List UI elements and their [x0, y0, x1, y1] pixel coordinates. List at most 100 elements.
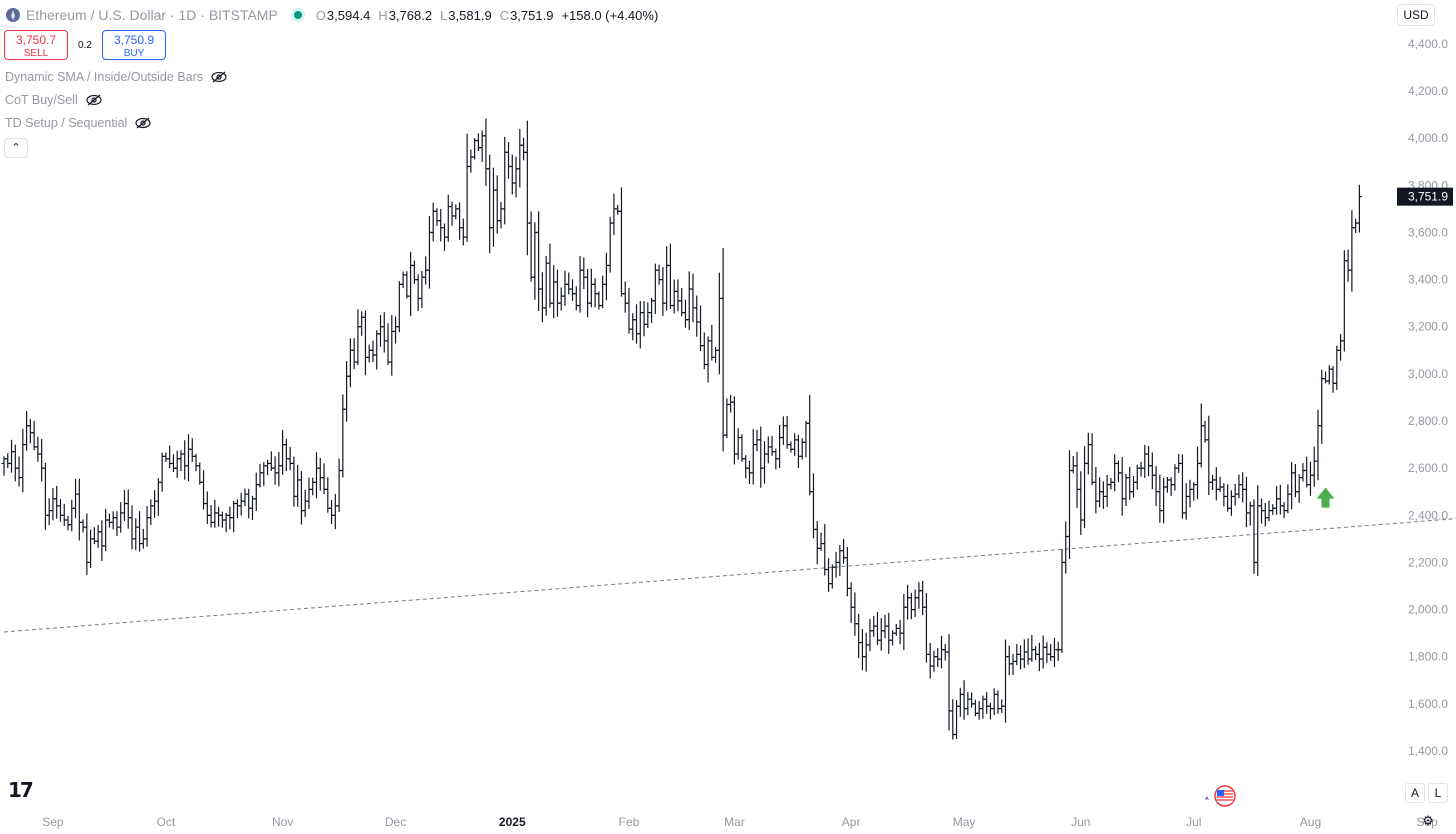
ohlc-bar: [573, 286, 579, 311]
ohlc-bar: [777, 424, 783, 468]
ohlc-bar: [1217, 476, 1223, 492]
ohlc-bar: [765, 436, 771, 464]
ohlc-bar: [1036, 642, 1042, 672]
ohlc-bar: [588, 268, 594, 308]
ohlc-bar: [886, 612, 892, 654]
gear-icon[interactable]: ⚙: [1422, 813, 1434, 828]
ohlc-bar: [652, 263, 658, 314]
x-tick-label: Jul: [1186, 815, 1201, 829]
ohlc-bar: [249, 495, 255, 521]
us-flag-icon[interactable]: [1201, 785, 1241, 807]
ohlc-bar: [965, 692, 971, 716]
ohlc-bar: [110, 511, 116, 530]
ohlc-bar: [381, 311, 387, 353]
ohlc-legend: O3,594.4 H3,768.2 L3,581.9 C3,751.9 +158…: [316, 8, 659, 23]
ohlc-bar: [995, 690, 1001, 714]
auto-scale-button[interactable]: A: [1405, 783, 1425, 803]
symbol-title[interactable]: Ethereum / U.S. Dollar · 1D · BITSTAMP: [26, 7, 278, 23]
ohlc-bar: [686, 271, 692, 330]
ohlc-bar: [159, 452, 165, 492]
x-tick-label: 2025: [499, 815, 526, 829]
ohlc-bar: [1066, 450, 1072, 560]
ohlc-bar: [1304, 456, 1310, 488]
ohlc-bar: [1089, 433, 1095, 486]
sell-button[interactable]: 3,750.7 SELL: [4, 30, 68, 60]
ohlc-bar: [1074, 451, 1080, 508]
ohlc-bar: [366, 344, 372, 363]
ohlc-bar: [1078, 471, 1084, 536]
ohlc-bar: [65, 516, 71, 531]
ohlc-bar: [969, 692, 975, 708]
ohlc-bar: [1108, 477, 1114, 490]
ohlc-bar: [682, 299, 688, 328]
ohlc-bar: [208, 505, 214, 528]
ohlc-bar: [453, 204, 459, 220]
ohlc-bar: [1070, 456, 1076, 474]
ohlc-bar: [1161, 477, 1167, 524]
ohlc-bar: [298, 471, 304, 525]
buy-label: BUY: [123, 48, 145, 59]
x-tick-label: Sep: [1416, 815, 1438, 829]
indicator-td-sequential[interactable]: TD Setup / Sequential: [5, 116, 151, 130]
ohlc-bar: [1210, 474, 1216, 490]
ohlc-bar: [517, 128, 523, 188]
ohlc-bar: [577, 256, 583, 313]
collapse-legend-button[interactable]: ⌃: [4, 138, 28, 158]
y-tick-label: 1,400.0: [1408, 744, 1448, 758]
ohlc-bar: [671, 279, 677, 314]
ohlc-bar: [1319, 369, 1325, 445]
ohlc-bar: [1059, 549, 1065, 654]
ohlc-bar: [987, 702, 993, 720]
ohlc-bar: [634, 304, 640, 344]
ohlc-bar: [238, 492, 244, 516]
ohlc-bar: [133, 518, 139, 551]
eye-off-icon[interactable]: [135, 117, 151, 129]
ohlc-bar: [784, 415, 790, 449]
ohlc-bar: [61, 503, 67, 526]
y-tick-label: 1,800.0: [1408, 650, 1448, 664]
eye-off-icon[interactable]: [211, 71, 227, 83]
ohlc-bar: [1270, 504, 1276, 515]
ohlc-bar: [754, 429, 760, 452]
ohlc-bar: [1187, 479, 1193, 508]
x-tick-label: Aug: [1300, 815, 1321, 829]
ohlc-bar: [566, 272, 572, 295]
ohlc-bar: [957, 687, 963, 717]
ohlc-bar: [1082, 446, 1088, 529]
indicator-dynamic-sma[interactable]: Dynamic SMA / Inside/Outside Bars: [5, 70, 227, 84]
ohlc-bar: [306, 477, 312, 509]
ohlc-bar: [1198, 403, 1204, 468]
ohlc-bar: [1274, 486, 1280, 515]
ohlc-bar: [475, 133, 481, 152]
ohlc-bar: [393, 316, 399, 344]
ohlc-bar: [336, 458, 342, 512]
ohlc-bar: [103, 508, 109, 552]
tradingview-logo-icon[interactable]: 17: [8, 778, 34, 802]
indicator-cot[interactable]: CoT Buy/Sell: [5, 93, 102, 107]
ohlc-bar: [16, 456, 22, 487]
y-tick-label: 3,600.0: [1408, 225, 1448, 239]
ohlc-bar: [204, 491, 210, 525]
eye-off-icon[interactable]: [86, 94, 102, 106]
ohlc-bar: [152, 490, 158, 518]
buy-button[interactable]: 3,750.9 BUY: [102, 30, 166, 60]
ohlc-bar: [1055, 641, 1061, 661]
ohlc-bar: [1123, 473, 1129, 506]
ohlc-bar: [479, 130, 485, 162]
high-value: 3,768.2: [388, 7, 433, 23]
ohlc-bar: [449, 201, 455, 226]
ohlc-bar: [24, 411, 30, 451]
high-label: H: [378, 7, 388, 23]
currency-select[interactable]: USD: [1397, 4, 1435, 26]
ohlc-bar: [1040, 635, 1046, 669]
log-scale-button[interactable]: L: [1428, 783, 1448, 803]
ohlc-bar: [585, 269, 591, 318]
ohlc-bar: [27, 419, 33, 444]
ohlc-bar: [698, 305, 704, 352]
ohlc-bar: [675, 279, 681, 312]
ohlc-bar: [106, 513, 112, 528]
ohlc-bar: [265, 459, 271, 476]
ohlc-bar: [415, 274, 421, 311]
ohlc-bar: [750, 429, 756, 485]
